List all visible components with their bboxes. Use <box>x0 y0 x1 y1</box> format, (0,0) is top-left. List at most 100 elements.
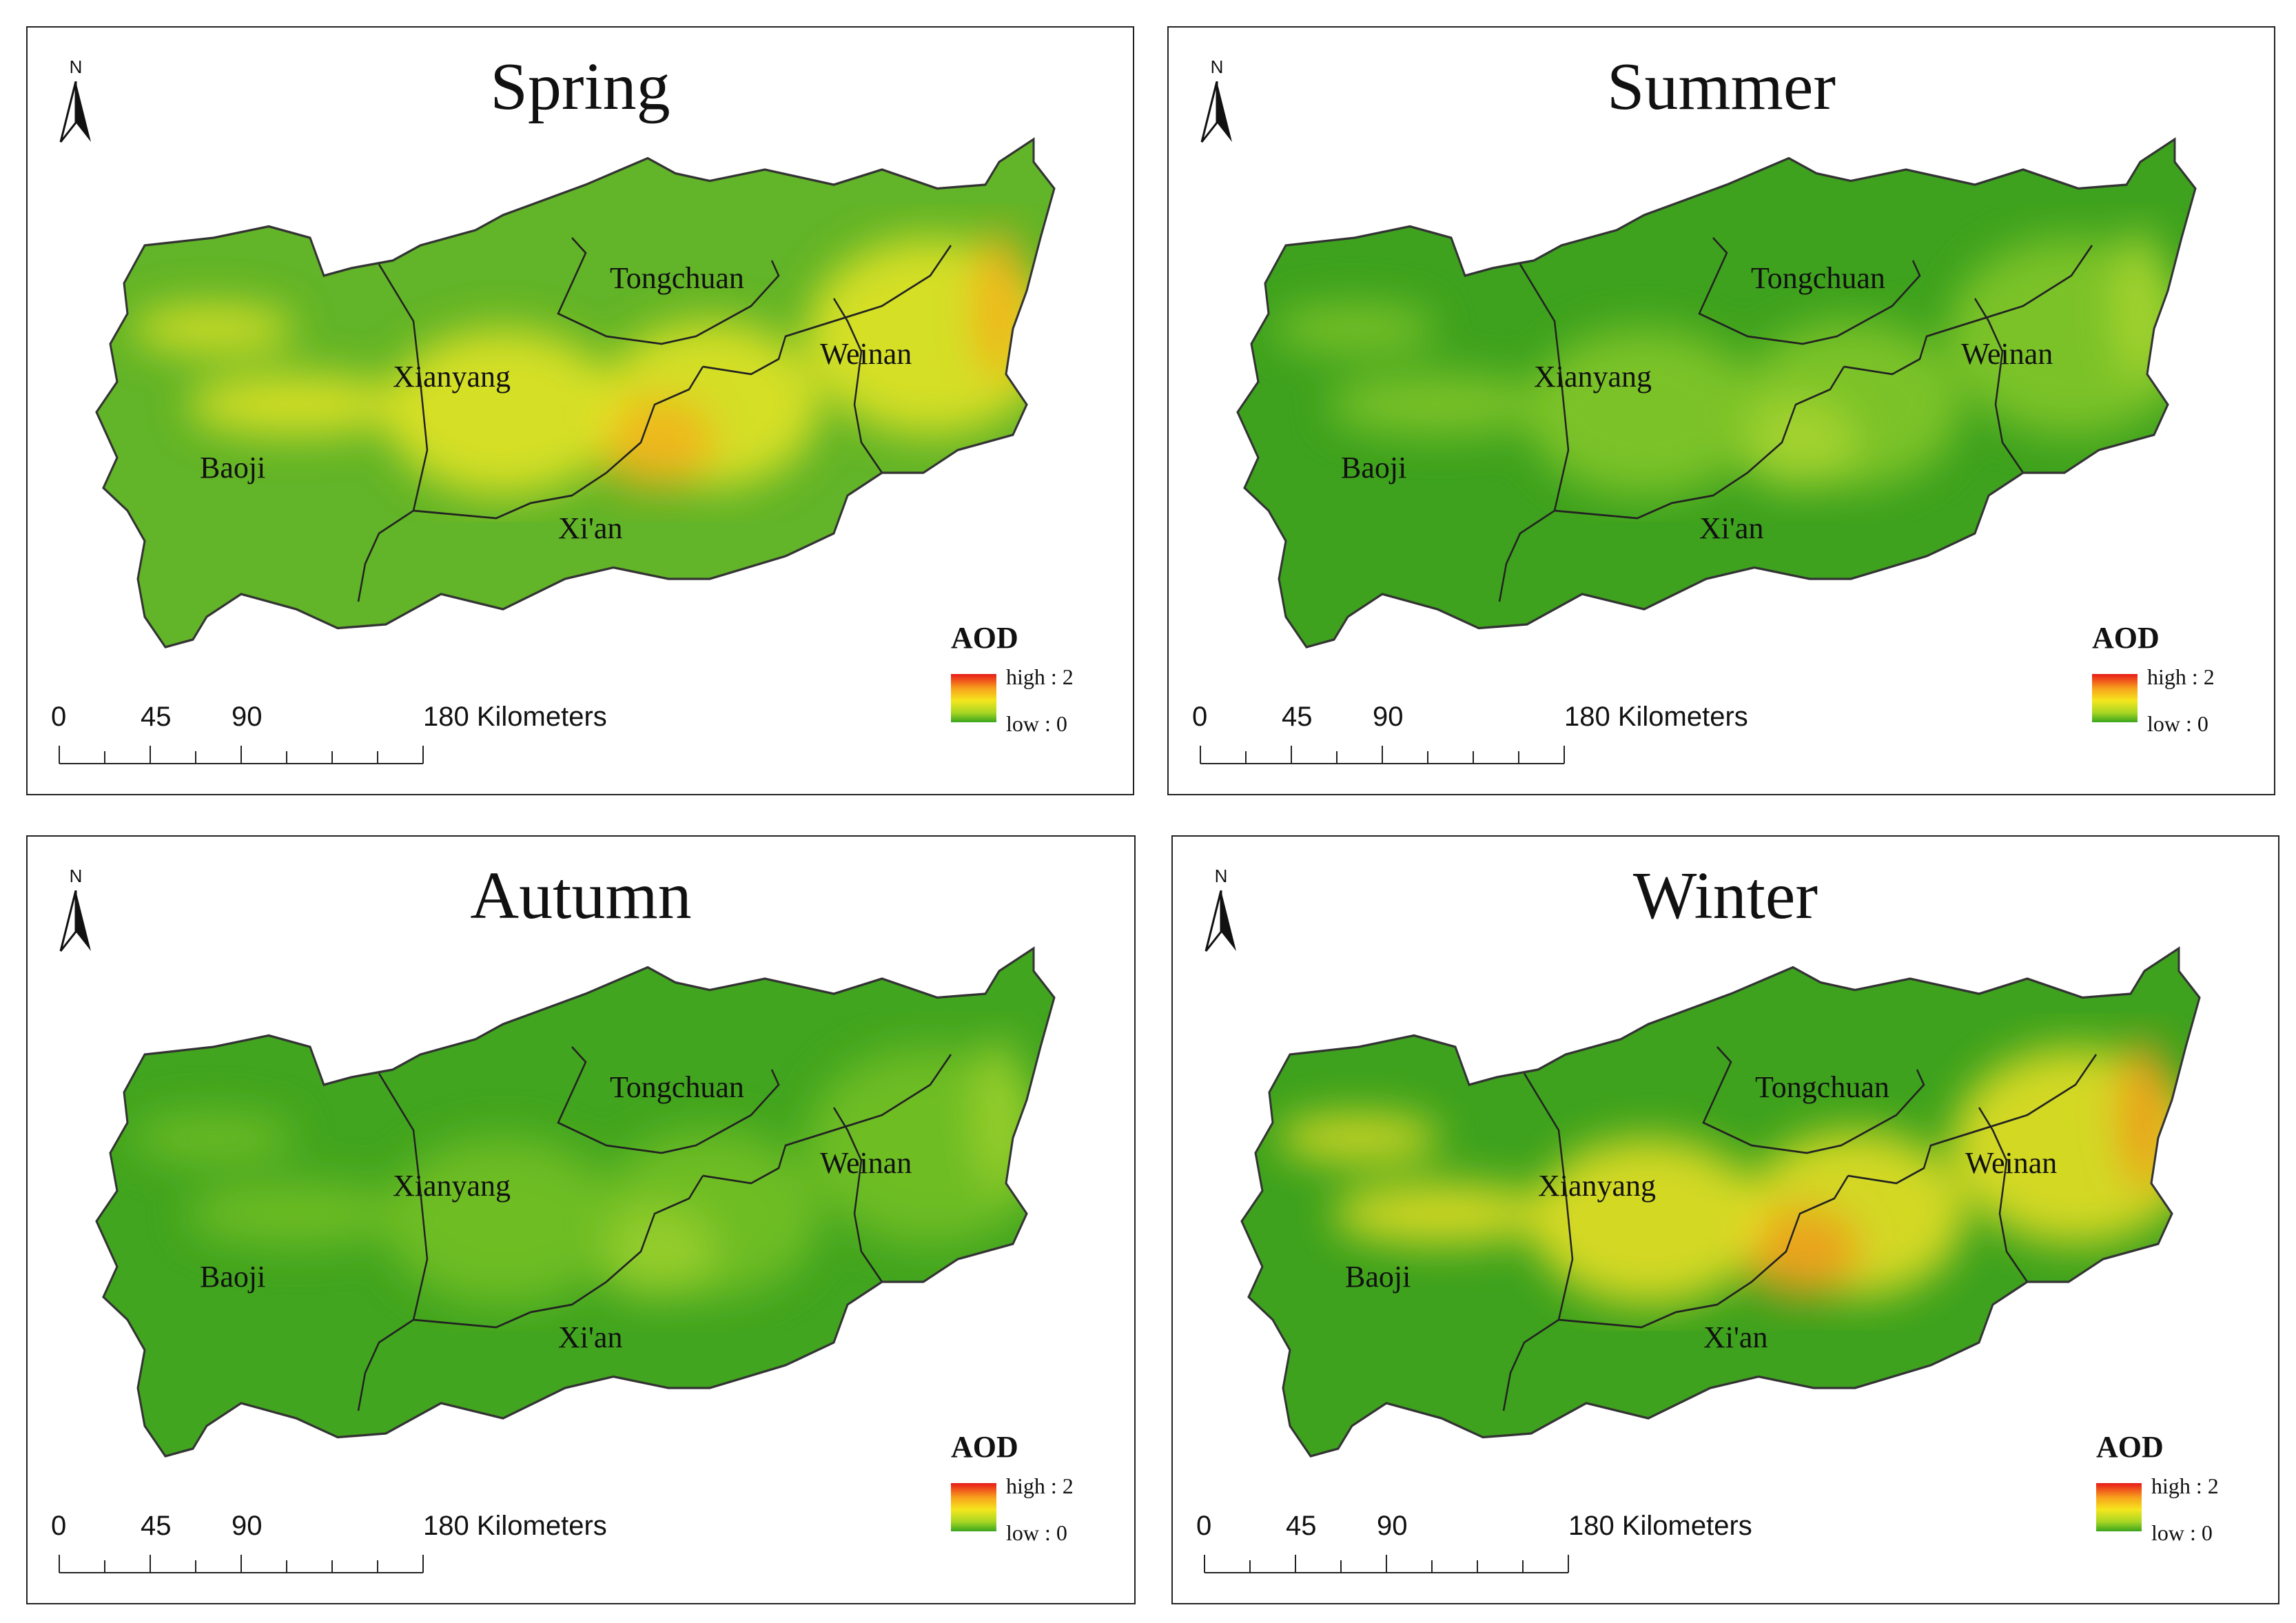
season-title: Autumn <box>470 859 692 933</box>
scale-bar-graphic <box>59 746 424 764</box>
city-label-baoji: Baoji <box>1341 451 1407 484</box>
map-panel-autumn: Autumn N Tongchuan Weinan Xianyang Baoji Xi'an… <box>26 835 1136 1604</box>
aod-hotspot <box>1327 374 1548 435</box>
aod-map <box>90 933 1068 1464</box>
aod-hotspot <box>1527 329 1761 496</box>
scale-tick-label: 45 <box>141 702 172 732</box>
north-arrow-icon: N <box>55 57 96 146</box>
season-title: Summer <box>1606 50 1836 124</box>
district-border <box>1558 1175 1849 1329</box>
scale-bar-graphic <box>1204 1555 1569 1573</box>
region-outline <box>95 137 1056 649</box>
aod-hotspot <box>1738 1206 1862 1297</box>
legend-low-label: low : 0 <box>1006 711 1067 736</box>
aod-hotspot <box>131 306 296 351</box>
scale-tick-label: 0 <box>51 1511 67 1541</box>
legend-low-label: low : 0 <box>1006 1520 1067 1545</box>
map-panel-summer: Summer N Tongchuan Weinan Xianyang Baoji Xi'an… <box>1167 26 2275 795</box>
district-border <box>357 263 429 602</box>
scale-tick-label: 0 <box>1192 702 1208 732</box>
district-border <box>832 1107 883 1283</box>
scale-tick-label: 180 Kilometers <box>1568 1511 1752 1541</box>
aod-map <box>1235 933 2213 1464</box>
legend-high-label: high : 2 <box>1006 664 1074 689</box>
scale-bar-graphic <box>59 1555 424 1573</box>
city-label-xian: Xi'an <box>558 511 623 545</box>
north-label: N <box>69 866 83 886</box>
district-border <box>357 1072 429 1411</box>
legend-color-ramp <box>2092 674 2138 722</box>
scale-tick-label: 45 <box>1282 702 1313 732</box>
legend-title: AOD <box>951 1430 1018 1464</box>
city-label-tongchuan: Tongchuan <box>610 1070 744 1104</box>
district-border <box>1702 1046 1925 1154</box>
scale-tick-label: 45 <box>1286 1511 1317 1541</box>
north-arrow-icon: N <box>1196 57 1238 146</box>
district-border <box>832 298 883 473</box>
city-label-weinan: Weinan <box>1965 1146 2058 1180</box>
aod-map <box>90 124 1068 655</box>
north-label: N <box>1214 866 1228 886</box>
aod-hotspot <box>1276 1115 1442 1161</box>
aod-hotspot <box>593 1206 717 1297</box>
aod-hotspot <box>131 1115 296 1161</box>
scale-tick-label: 180 Kilometers <box>423 702 607 732</box>
scale-tick-label: 180 Kilometers <box>1564 702 1748 732</box>
city-label-weinan: Weinan <box>820 337 912 371</box>
aod-hotspot <box>186 1183 407 1244</box>
legend-color-ramp <box>951 1483 996 1531</box>
region-outline <box>1240 946 2201 1458</box>
scale-tick-label: 90 <box>1373 702 1404 732</box>
district-border <box>702 245 952 376</box>
district-border <box>557 237 780 345</box>
aod-legend: AOD high : 2 low : 0 <box>2096 1429 2275 1588</box>
district-border <box>413 1175 704 1329</box>
city-label-weinan: Weinan <box>820 1146 912 1180</box>
aod-hotspot <box>972 230 1027 382</box>
city-label-xianyang: Xianyang <box>393 1169 511 1203</box>
scale-tick-label: 45 <box>141 1511 172 1541</box>
district-border <box>413 366 704 520</box>
city-label-tongchuan: Tongchuan <box>610 261 744 295</box>
scale-bar: 0 45 90 180 Kilometers <box>1196 1511 1754 1586</box>
aod-hotspot <box>2113 230 2168 382</box>
legend-title: AOD <box>2096 1430 2164 1464</box>
scale-tick-label: 0 <box>1196 1511 1212 1541</box>
city-label-xianyang: Xianyang <box>1538 1169 1657 1203</box>
aod-hotspot <box>1331 1183 1552 1244</box>
district-border <box>1847 1054 2097 1185</box>
aod-hotspot <box>1531 1138 1765 1305</box>
legend-high-label: high : 2 <box>2147 664 2215 689</box>
north-arrow-icon: N <box>1200 866 1242 955</box>
aod-hotspot <box>2117 1039 2172 1191</box>
legend-low-label: low : 0 <box>2147 711 2208 736</box>
legend-title: AOD <box>951 621 1018 655</box>
city-label-weinan: Weinan <box>1961 337 2053 371</box>
scale-bar-graphic <box>1200 746 1565 764</box>
legend-color-ramp <box>951 674 996 722</box>
city-label-xianyang: Xianyang <box>1534 360 1652 394</box>
north-label: N <box>69 57 83 77</box>
north-label: N <box>1210 57 1224 77</box>
map-panel-winter: Winter N Tongchuan Weinan Xianyang Baoji Xi'an… <box>1171 835 2279 1604</box>
season-title: Winter <box>1632 859 1818 933</box>
city-label-xian: Xi'an <box>1699 511 1764 545</box>
map-panel-spring: Spring N Tongchuan Weinan Xianyang Baoji Xi'an… <box>26 26 1134 795</box>
city-label-baoji: Baoji <box>200 1260 266 1294</box>
aod-hotspot <box>1734 397 1858 488</box>
legend-color-ramp <box>2096 1483 2142 1531</box>
district-border <box>1978 1107 2028 1283</box>
legend-title: AOD <box>2092 621 2160 655</box>
scale-bar: 0 45 90 180 Kilometers <box>51 1511 609 1586</box>
scale-tick-label: 90 <box>232 702 263 732</box>
legend-high-label: high : 2 <box>2151 1473 2219 1498</box>
scale-tick-label: 0 <box>51 702 67 732</box>
aod-legend: AOD high : 2 low : 0 <box>951 620 1130 779</box>
district-border <box>1498 263 1570 602</box>
city-label-tongchuan: Tongchuan <box>1751 261 1885 295</box>
aod-hotspot <box>1272 306 1437 351</box>
city-label-baoji: Baoji <box>1345 1260 1411 1294</box>
legend-low-label: low : 0 <box>2151 1520 2213 1545</box>
district-border <box>1698 237 1921 345</box>
aod-legend: AOD high : 2 low : 0 <box>2092 620 2271 779</box>
